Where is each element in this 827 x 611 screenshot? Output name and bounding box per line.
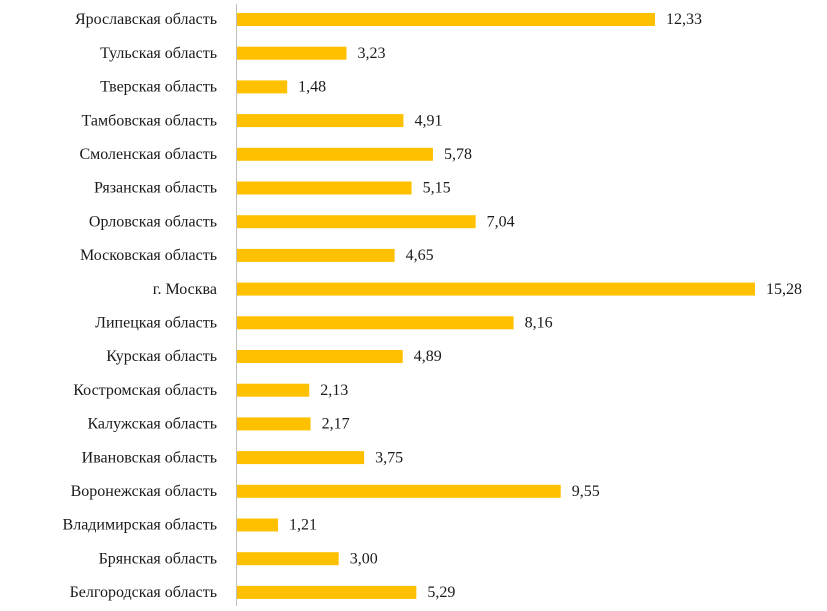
- category-label: Липецкая область: [95, 314, 217, 331]
- bar: [237, 451, 365, 465]
- category-label: Костромская область: [73, 382, 217, 399]
- bar: [237, 80, 288, 94]
- bar: [237, 215, 476, 229]
- category-label: Калужская область: [87, 416, 217, 433]
- category-label: Рязанская область: [94, 180, 217, 197]
- value-label: 12,33: [666, 11, 702, 28]
- bar: [237, 585, 417, 599]
- category-label: Белгородская область: [70, 584, 217, 601]
- value-label: 3,00: [350, 550, 378, 567]
- category-label: Смоленская область: [79, 146, 217, 163]
- bar: [237, 282, 755, 296]
- bar: [237, 552, 339, 566]
- category-label: г. Москва: [153, 281, 217, 298]
- bar: [237, 114, 404, 128]
- bar: [237, 417, 311, 431]
- value-label: 2,17: [322, 416, 350, 433]
- bar: [237, 383, 310, 397]
- value-label: 7,04: [487, 213, 515, 230]
- value-label: 15,28: [766, 281, 802, 298]
- category-label: Тамбовская область: [81, 112, 217, 129]
- value-label: 9,55: [572, 483, 600, 500]
- bar: [237, 316, 514, 330]
- value-label: 5,15: [423, 180, 451, 197]
- value-label: 4,91: [414, 112, 442, 129]
- category-label: Курская область: [106, 348, 217, 365]
- category-label: Московская область: [80, 247, 217, 264]
- bar: [237, 46, 347, 60]
- value-label: 1,48: [298, 79, 326, 96]
- value-label: 3,75: [375, 449, 403, 466]
- category-label: Брянская область: [99, 550, 217, 567]
- bar: [237, 13, 655, 26]
- value-label: 5,29: [427, 584, 455, 601]
- category-label: Воронежская область: [71, 483, 217, 500]
- value-label: 1,21: [289, 517, 317, 534]
- bar: [237, 147, 433, 161]
- bar: [237, 484, 561, 498]
- bar: [237, 181, 412, 195]
- category-label: Ярославская область: [75, 11, 217, 28]
- value-label: 4,89: [414, 348, 442, 365]
- value-label: 8,16: [525, 314, 553, 331]
- bar: [237, 518, 279, 532]
- value-label: 5,78: [444, 146, 472, 163]
- category-label: Тверская область: [100, 79, 217, 96]
- value-label: 4,65: [406, 247, 434, 264]
- bar: [237, 350, 403, 363]
- value-label: 2,13: [320, 382, 348, 399]
- category-label: Ивановская область: [82, 449, 217, 466]
- category-label: Тульская область: [100, 45, 217, 62]
- category-label: Владимирская область: [63, 517, 217, 534]
- bar: [237, 248, 395, 262]
- value-label: 3,23: [357, 45, 385, 62]
- category-label: Орловская область: [89, 213, 217, 230]
